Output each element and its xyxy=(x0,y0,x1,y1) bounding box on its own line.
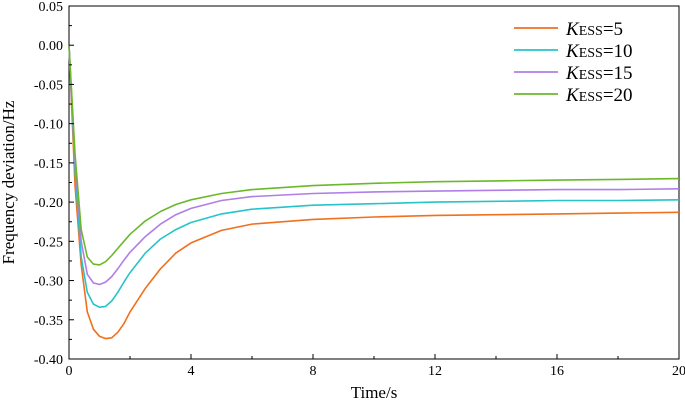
y-tick-label: 0.05 xyxy=(39,0,64,15)
legend-label: KESS=5 xyxy=(565,19,623,40)
legend-label: KESS=15 xyxy=(565,63,633,84)
series-line xyxy=(68,45,680,309)
y-tick-label: -0.10 xyxy=(34,118,63,133)
y-tick-label: -0.25 xyxy=(34,235,63,250)
y-axis-title: Frequency deviation/Hz xyxy=(0,100,18,264)
y-tick-label: -0.05 xyxy=(34,78,63,93)
x-tick-label: 12 xyxy=(428,364,442,379)
y-tick-label: -0.30 xyxy=(34,275,63,290)
y-tick-label: -0.40 xyxy=(34,353,63,368)
x-tick-label: 0 xyxy=(66,364,73,379)
y-tick-label: -0.15 xyxy=(34,157,63,172)
legend-label: KESS=20 xyxy=(565,85,633,106)
x-tick-label: 16 xyxy=(550,364,564,379)
x-axis-title: Time/s xyxy=(351,383,398,402)
y-tick-label: -0.35 xyxy=(34,314,63,329)
series-line xyxy=(68,45,680,286)
series-line xyxy=(68,45,680,340)
y-tick-label: 0.00 xyxy=(39,39,64,54)
legend-label: KESS=10 xyxy=(565,41,633,62)
y-tick-label: -0.20 xyxy=(34,196,63,211)
y-axis-ticks: 0.05 0.00 -0.05 -0.10 -0.15 -0.20 -0.25 -0.30 -0… xyxy=(34,0,74,368)
series-line xyxy=(68,45,680,266)
x-tick-label: 4 xyxy=(188,364,195,379)
x-tick-label: 20 xyxy=(672,364,685,379)
x-axis-ticks: 0 4 8 12 16 20 xyxy=(66,354,685,379)
x-tick-label: 8 xyxy=(310,364,317,379)
series-layer xyxy=(68,45,680,340)
